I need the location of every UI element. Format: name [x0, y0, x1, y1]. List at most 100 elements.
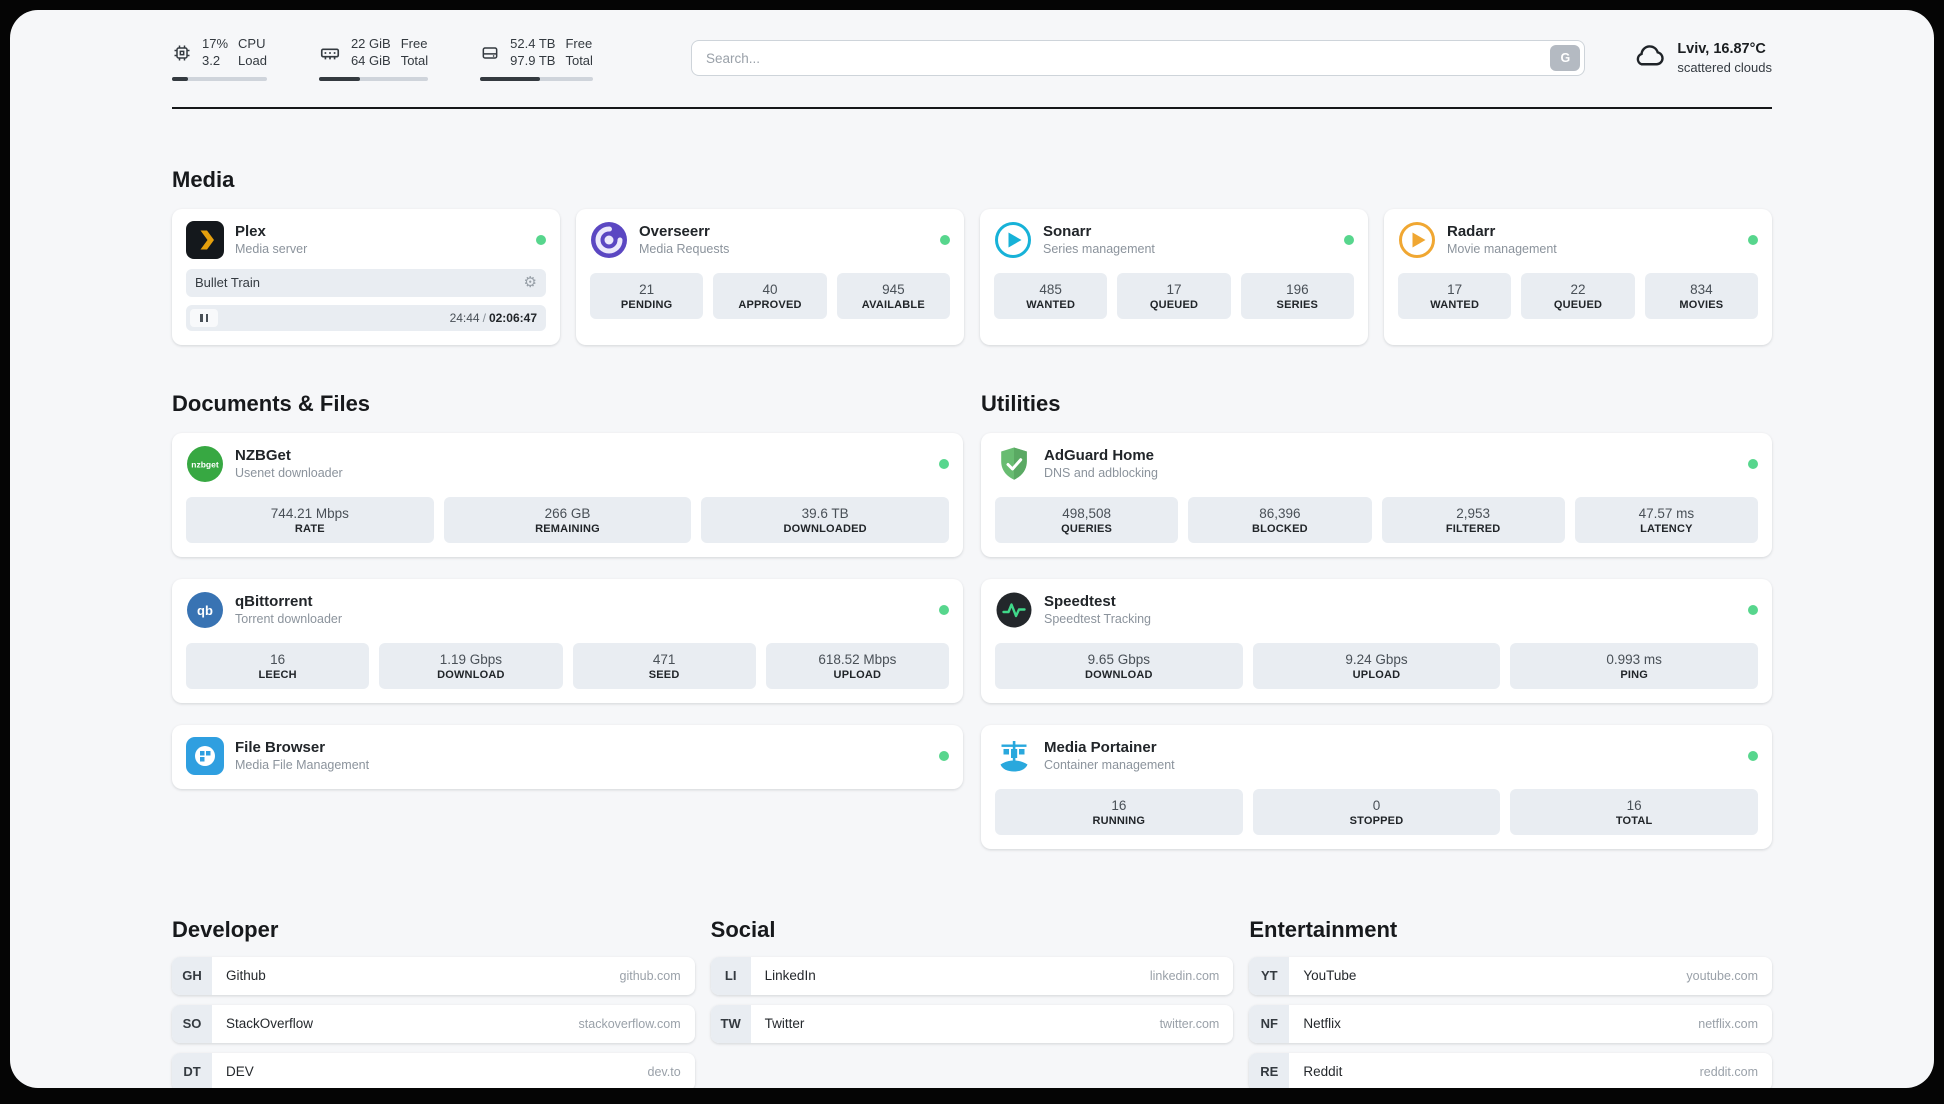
stat-box: 17 QUEUED	[1117, 272, 1231, 319]
playback-time: 24:44/02:06:47	[450, 311, 537, 325]
link-github[interactable]: GH Github github.com	[172, 956, 695, 995]
overseerr-icon	[590, 221, 628, 259]
app-name: Plex	[235, 222, 266, 240]
radarr-card[interactable]: Radarr Movie management 17 WANTED 22 QUE…	[1384, 208, 1772, 345]
disk-free-label: Free	[565, 36, 593, 51]
link-initials-tile: GH	[172, 956, 212, 995]
developer-section: Developer GH Github github.com SO StackO…	[172, 917, 695, 1088]
app-name: Radarr	[1447, 222, 1496, 240]
now-playing-bar: Bullet Train ⚙	[186, 268, 546, 297]
search-input[interactable]	[690, 40, 1586, 77]
cpu-values: 17% 3.2	[202, 36, 228, 70]
qbittorrent-icon: qb	[186, 591, 224, 629]
stat-value: 266 GB	[544, 505, 591, 521]
qbittorrent-card[interactable]: qb qBittorrent Torrent downloader 16 LEE…	[172, 578, 963, 703]
stat-label: LEECH	[258, 668, 297, 681]
link-netflix[interactable]: NF Netflix netflix.com	[1249, 1004, 1772, 1043]
link-initials-tile: SO	[172, 1004, 212, 1043]
stat-box: 0 STOPPED	[1252, 788, 1501, 835]
nzbget-card[interactable]: nzbget NZBGet Usenet downloader 744.21 M…	[172, 432, 963, 557]
link-name: Twitter	[764, 1016, 805, 1032]
sonarr-icon	[994, 221, 1032, 259]
now-playing-title: Bullet Train	[195, 275, 261, 291]
stat-label: WANTED	[1430, 298, 1480, 311]
ram-free-value: 22 GiB	[350, 36, 391, 51]
disk-icon	[480, 43, 500, 63]
adguard-card[interactable]: AdGuard Home DNS and adblocking 498,508 …	[981, 432, 1772, 557]
documents-section: Documents & Files nzbget NZBGet Usenet d…	[172, 391, 963, 789]
stat-label: BLOCKED	[1251, 522, 1308, 535]
stat-label: DOWNLOAD	[437, 668, 505, 681]
social-section: Social LI LinkedIn linkedin.com TW Twitt…	[710, 917, 1234, 1043]
portainer-card[interactable]: Media Portainer Container management 16 …	[981, 724, 1772, 849]
stat-label: DOWNLOAD	[1085, 668, 1153, 681]
stat-value: 17	[1166, 281, 1182, 297]
entertainment-section: Entertainment YT YouTube youtube.com NF …	[1249, 917, 1772, 1088]
stat-label: RUNNING	[1092, 814, 1146, 827]
cpu-progress-bar	[172, 76, 267, 81]
filebrowser-card[interactable]: File Browser Media File Management	[172, 724, 963, 789]
documents-section-title: Documents & Files	[172, 390, 371, 416]
media-section: Plex Media server Bullet Train ⚙ 24:44/0…	[172, 208, 1772, 345]
stat-value: 498,508	[1062, 505, 1112, 521]
status-dot	[536, 234, 546, 245]
ram-total-value: 64 GiB	[350, 52, 391, 68]
disk-stat: 52.4 TB 97.9 TB Free Total	[480, 36, 593, 81]
app-subtitle: Usenet downloader	[235, 466, 343, 481]
speedtest-icon	[995, 591, 1033, 629]
stat-value: 744.21 Mbps	[270, 505, 349, 521]
cpu-load-value: 3.2	[202, 52, 221, 68]
link-initials-tile: TW	[710, 1004, 751, 1043]
stat-label: QUEUED	[1149, 298, 1199, 311]
stat-box: 498,508 QUERIES	[995, 496, 1179, 543]
link-dev[interactable]: DT DEV dev.to	[172, 1052, 695, 1088]
link-linkedin[interactable]: LI LinkedIn linkedin.com	[710, 956, 1234, 995]
stat-label: AVAILABLE	[861, 298, 925, 311]
stat-value: 22	[1570, 281, 1586, 297]
plex-icon	[186, 220, 224, 259]
media-section-title: Media	[172, 166, 235, 192]
time-elapsed: 24:44	[449, 310, 480, 325]
link-domain: stackoverflow.com	[578, 1016, 681, 1031]
app-subtitle: Container management	[1044, 758, 1175, 773]
status-dot	[1748, 234, 1758, 245]
stat-box: 945 AVAILABLE	[836, 272, 950, 319]
stat-label: TOTAL	[1615, 814, 1653, 827]
plex-card[interactable]: Plex Media server Bullet Train ⚙ 24:44/0…	[172, 208, 560, 345]
status-dot	[940, 234, 950, 245]
ram-total-label: Total	[400, 52, 429, 68]
sonarr-card[interactable]: Sonarr Series management 485 WANTED 17 Q…	[980, 208, 1368, 345]
link-reddit[interactable]: RE Reddit reddit.com	[1249, 1052, 1772, 1088]
stat-box: 471 SEED	[572, 642, 756, 689]
cloud-icon	[1631, 38, 1667, 79]
stat-value: 86,396	[1259, 505, 1301, 521]
search-engine-button[interactable]: G	[1550, 45, 1581, 72]
link-twitter[interactable]: TW Twitter twitter.com	[710, 1004, 1234, 1043]
stat-box: 22 QUEUED	[1521, 272, 1635, 319]
app-subtitle: Media Requests	[639, 242, 730, 257]
app-subtitle: Media File Management	[235, 758, 370, 773]
stat-label: QUERIES	[1061, 522, 1113, 535]
disk-total-value: 97.9 TB	[510, 52, 556, 68]
adguard-icon	[995, 445, 1033, 483]
stat-value: 9.65 Gbps	[1087, 651, 1150, 667]
stat-value: 618.52 Mbps	[818, 651, 897, 667]
link-name: Reddit	[1303, 1064, 1343, 1080]
stat-value: 471	[652, 651, 676, 667]
overseerr-card[interactable]: Overseerr Media Requests 21 PENDING 40 A…	[576, 208, 964, 345]
stat-label: REMAINING	[535, 522, 600, 535]
link-name: Netflix	[1303, 1016, 1341, 1032]
link-youtube[interactable]: YT YouTube youtube.com	[1249, 956, 1772, 995]
status-dot	[1344, 234, 1354, 245]
gear-icon[interactable]: ⚙	[523, 274, 537, 292]
link-stackoverflow[interactable]: SO StackOverflow stackoverflow.com	[172, 1004, 695, 1043]
pause-button[interactable]	[190, 308, 218, 327]
speedtest-card[interactable]: Speedtest Speedtest Tracking 9.65 Gbps D…	[981, 578, 1772, 703]
weather-widget: Lviv, 16.87°C scattered clouds	[1631, 38, 1772, 79]
stat-box: 485 WANTED	[994, 272, 1108, 319]
link-name: Github	[226, 968, 266, 984]
stat-label: PENDING	[620, 298, 673, 311]
stat-label: RATE	[294, 522, 325, 535]
stat-value: 47.57 ms	[1638, 505, 1695, 521]
stat-label: SERIES	[1276, 298, 1319, 311]
